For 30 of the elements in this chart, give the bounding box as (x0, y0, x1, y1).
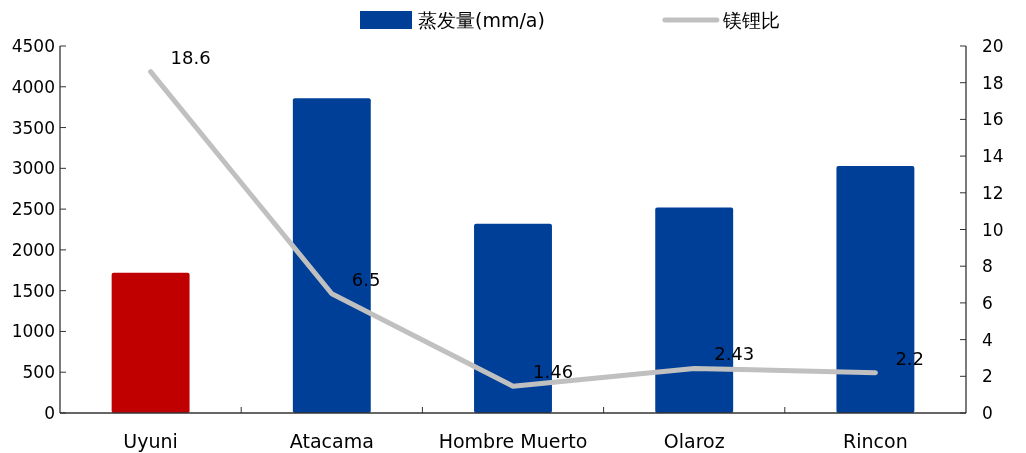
y-tick-label: 2000 (11, 239, 55, 260)
y-tick-label: 1500 (11, 280, 55, 301)
bar (111, 272, 190, 413)
legend-label: 蒸发量(mm/a) (418, 9, 545, 31)
y2-tick-label: 8 (982, 256, 993, 277)
y-tick-label: 3000 (11, 158, 55, 179)
data-label: 18.6 (170, 46, 211, 68)
y-tick-label: 0 (44, 403, 55, 423)
y-tick-label: 4500 (11, 36, 55, 56)
x-tick-label: Olaroz (663, 430, 725, 452)
y2-tick-label: 20 (982, 36, 1004, 56)
y-tick-label: 4000 (11, 76, 55, 97)
y2-tick-label: 10 (982, 219, 1004, 240)
x-tick-label: Hombre Muerto (438, 430, 588, 452)
y-tick-label: 2500 (11, 199, 55, 220)
x-tick-label: Rincon (843, 430, 908, 452)
y2-tick-label: 2 (982, 366, 993, 387)
y2-tick-label: 0 (982, 403, 993, 423)
y2-tick-label: 18 (982, 72, 1004, 93)
legend-label: 镁锂比 (721, 9, 780, 31)
y2-tick-label: 14 (982, 146, 1004, 167)
x-tick-label: Uyuni (123, 430, 178, 452)
y-tick-label: 3500 (11, 117, 55, 138)
y2-tick-label: 4 (982, 329, 993, 350)
y-tick-label: 1000 (11, 321, 55, 342)
x-tick-label: Atacama (289, 430, 374, 452)
y2-tick-label: 12 (982, 182, 1004, 203)
y2-tick-label: 6 (982, 292, 993, 313)
y2-tick-label: 16 (982, 109, 1004, 130)
y-tick-label: 500 (22, 362, 55, 383)
